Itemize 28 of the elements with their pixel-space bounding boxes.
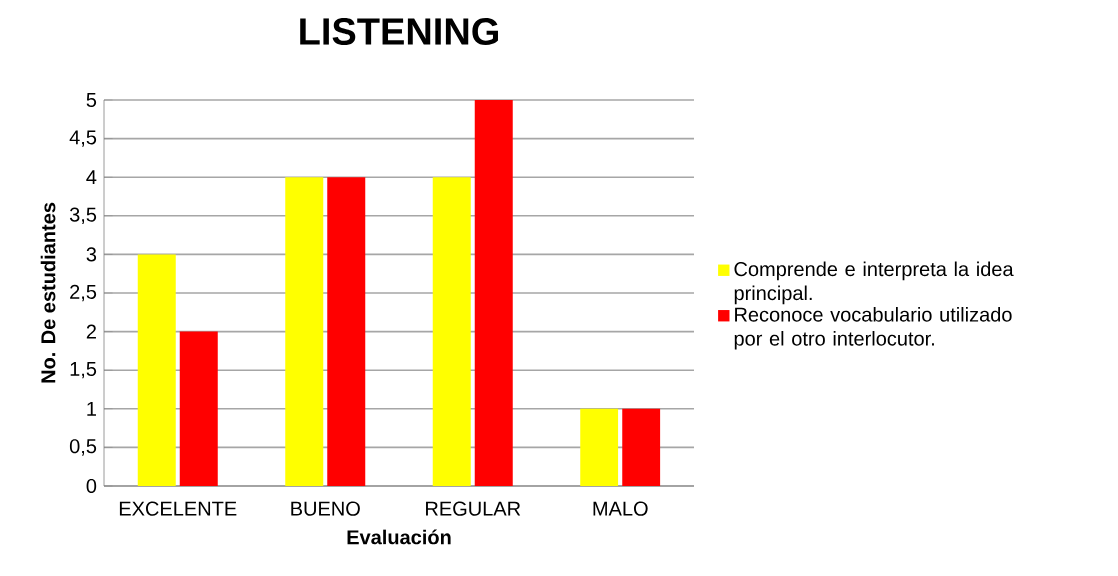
bar: [474, 100, 513, 486]
legend-label: Comprende e interpreta la idea principal.: [734, 261, 1014, 305]
x-tick-label: REGULAR: [426, 501, 521, 516]
y-tick-label: 0,5: [69, 439, 97, 456]
bar: [327, 177, 366, 486]
x-tick-label: EXCELENTE: [119, 501, 237, 516]
bar: [432, 177, 471, 486]
bar: [137, 254, 176, 486]
y-tick-label: 4: [86, 170, 97, 185]
y-tick-label: 1,5: [70, 362, 97, 379]
bar: [285, 177, 324, 486]
y-tick-label: 4,5: [69, 130, 97, 147]
y-tick-label: 2: [86, 324, 96, 339]
y-tick-label: 3,5: [69, 207, 97, 225]
x-tick-label: MALO: [593, 501, 648, 516]
bar: [179, 331, 218, 486]
y-tick-label: 2,5: [70, 284, 97, 302]
y-tick-label: 3: [86, 247, 97, 262]
bar: [580, 408, 619, 486]
bar: [622, 408, 661, 486]
y-tick-label: 0: [86, 478, 97, 494]
y-tick-label: 1: [87, 401, 96, 416]
x-axis-title: Evaluación: [347, 529, 451, 545]
x-tick-label: BUENO: [291, 501, 360, 516]
y-axis-title: No. De estudiantes: [40, 202, 56, 383]
legend-label: Reconoce vocabulario utilizado por el otro interlocutor.: [734, 306, 1012, 350]
chart-title: LISTENING: [300, 18, 498, 45]
y-tick-label: 5: [86, 93, 97, 107]
